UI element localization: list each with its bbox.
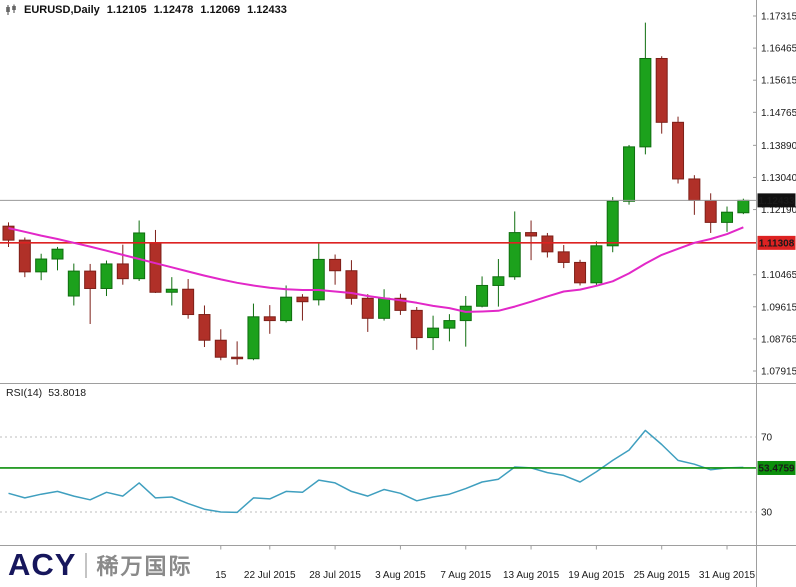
candle-body	[737, 199, 750, 214]
candle-body	[459, 305, 472, 322]
quote-open: 1.12105	[106, 4, 147, 16]
moving-average-line[interactable]	[8, 226, 744, 313]
candle-body	[721, 211, 734, 223]
price-axis-label: 1.09615	[761, 302, 796, 313]
rsi-line	[8, 429, 744, 514]
support-line-price-tag[interactable]: 1.11308	[757, 235, 796, 250]
candle-body	[345, 270, 358, 299]
candle-body	[149, 242, 162, 293]
candle-body	[214, 339, 227, 358]
quote-line: EURUSD,Daily 1.12105 1.12478 1.12069 1.1…	[5, 4, 287, 16]
candle-body	[67, 270, 80, 297]
candle-body	[182, 288, 195, 316]
rsi-axis-label: 70	[761, 433, 773, 444]
candle-body	[133, 232, 146, 280]
time-axis-label: 31 Aug 2015	[699, 570, 756, 581]
candlestick-chart-icon	[5, 4, 17, 16]
candle-body	[329, 258, 342, 272]
time-axis-label: 25 Aug 2015	[634, 570, 691, 581]
candle-body	[116, 263, 129, 280]
rsi-indicator-label: RSI(14) 53.8018	[6, 387, 86, 399]
quote-high: 1.12478	[153, 4, 194, 16]
candle-body	[35, 258, 48, 273]
time-axis-label: 3 Aug 2015	[375, 570, 426, 581]
price-axis-label: 1.14765	[761, 108, 796, 119]
price-axis-label: 1.17315	[761, 12, 796, 23]
svg-text:1.11308: 1.11308	[759, 238, 795, 249]
candle-body	[525, 232, 538, 237]
logo-divider	[85, 552, 88, 578]
time-axis-label: 22 Jul 2015	[244, 570, 296, 581]
candle-body	[361, 297, 374, 319]
candle-body	[18, 239, 31, 273]
candle-body	[541, 235, 554, 253]
candle-body	[574, 261, 587, 284]
candle-body	[427, 327, 440, 339]
price-axis-label: 1.15615	[761, 76, 796, 87]
candle-body	[672, 121, 685, 180]
time-axis-label: 19 Aug 2015	[568, 570, 625, 581]
candle-body	[704, 199, 717, 223]
acy-brand-text: ACY	[8, 547, 77, 582]
time-axis-label: 7 Aug 2015	[440, 570, 491, 581]
candle-body	[655, 57, 668, 123]
candle-body	[100, 263, 113, 289]
candle-body	[443, 320, 456, 329]
candle-body	[394, 297, 407, 311]
price-axis-label: 1.08765	[761, 334, 796, 345]
quote-low: 1.12069	[200, 4, 241, 16]
candle-body	[378, 297, 391, 319]
current-price-tag[interactable]: 1.12433	[757, 193, 796, 208]
candle-body	[410, 309, 423, 339]
rsi-line-value-tag[interactable]: 53.4759	[757, 460, 796, 475]
candle-body	[606, 200, 619, 247]
candles-layer	[2, 22, 750, 365]
svg-text:1.12433: 1.12433	[758, 196, 795, 207]
candle-body	[198, 314, 211, 341]
candle-body	[51, 248, 64, 260]
price-axis-label: 1.13890	[761, 141, 796, 152]
candle-body	[165, 288, 178, 293]
candle-body	[312, 258, 325, 301]
rsi-name: RSI(14)	[6, 387, 43, 399]
symbol-period-label: EURUSD,Daily	[24, 4, 100, 16]
candle-body	[2, 225, 15, 241]
candle-body	[639, 57, 652, 148]
rsi-value: 53.8018	[48, 387, 87, 399]
candle-body	[296, 296, 309, 303]
acy-chinese-text: 稀万国际	[96, 554, 193, 579]
quote-close: 1.12433	[247, 4, 287, 16]
grid-layer	[0, 436, 757, 513]
candle-body	[476, 284, 489, 307]
candle-body	[492, 276, 505, 286]
rsi-axis-label: 30	[761, 508, 773, 519]
price-axis-label: 1.13040	[761, 173, 796, 184]
price-axis-label: 1.16465	[761, 44, 796, 55]
time-axis-label: 13 Aug 2015	[503, 570, 560, 581]
candle-body	[688, 178, 701, 201]
svg-text:53.4759: 53.4759	[758, 463, 795, 474]
candle-body	[263, 316, 276, 322]
candle-body	[590, 245, 603, 284]
candle-body	[508, 232, 521, 278]
candle-body	[247, 316, 260, 360]
candle-body	[231, 356, 244, 360]
time-axis-label: 28 Jul 2015	[309, 570, 361, 581]
candle-body	[280, 296, 293, 322]
price-axis-label: 1.07915	[761, 367, 796, 378]
price-axis-label: 1.10465	[761, 270, 796, 281]
price-axis-label: 1.12190	[761, 205, 796, 216]
candle-body	[557, 251, 570, 263]
acy-logo: ACY 稀万国际	[8, 548, 192, 582]
overlay-layer	[0, 199, 757, 514]
candle-body	[623, 146, 636, 202]
candle-body	[84, 270, 97, 289]
time-axis-label: 15	[215, 570, 227, 581]
